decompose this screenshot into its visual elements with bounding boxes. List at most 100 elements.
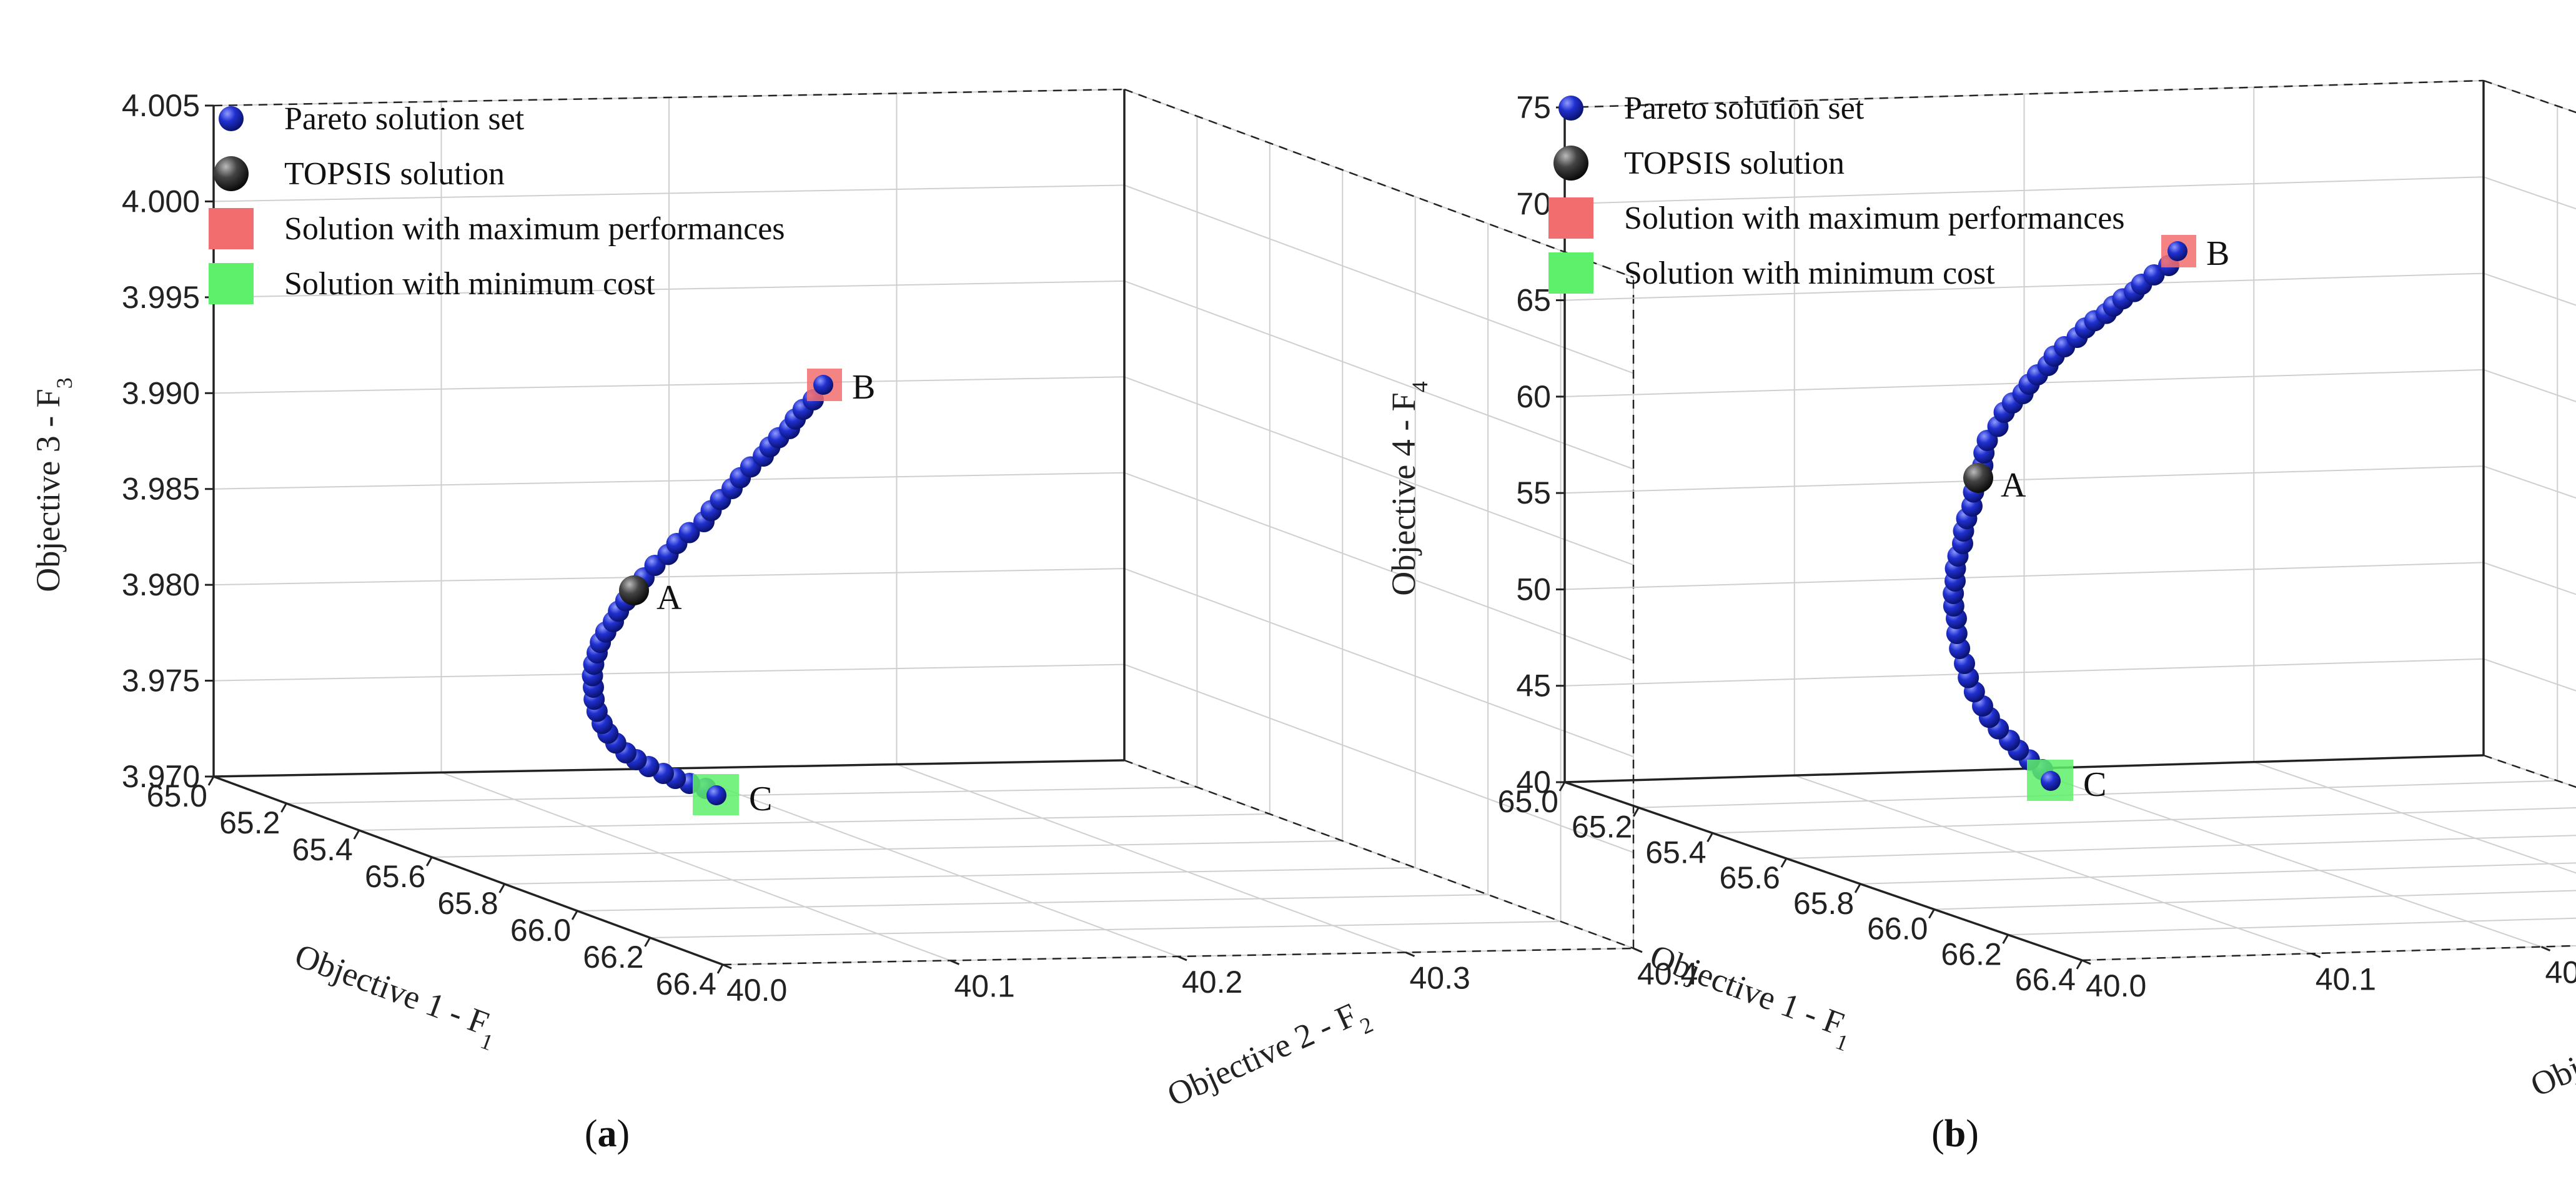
legend-max-perf-icon — [1548, 197, 1593, 239]
wall-grid-line — [2483, 272, 2576, 306]
frame-edge-dashed — [1124, 88, 1634, 279]
wall-grid-line — [2483, 562, 2576, 595]
axis-line — [213, 775, 723, 966]
point-label-b: B — [2206, 234, 2229, 273]
y-axis-label-sub: 2 — [1356, 1011, 1377, 1039]
y-tick-label: 40.2 — [2545, 955, 2576, 990]
y-axis-label: Objective 2 - F2 — [2525, 981, 2576, 1113]
legend: Pareto solution set TOPSIS solution Soluti… — [209, 101, 785, 304]
legend-label: Solution with minimum cost — [284, 266, 655, 302]
wall-grid-line — [1124, 184, 1634, 374]
x-tick-mark — [207, 776, 215, 786]
z-tick-label: 55 — [1516, 475, 1551, 510]
frame-edge-dashed — [1564, 79, 2484, 109]
frame-edge-dashed — [213, 88, 1125, 107]
pareto-point — [678, 522, 700, 544]
z-tick-label: 3.980 — [122, 567, 200, 602]
wall-grid-line — [1124, 663, 1634, 853]
wall-grid-line — [2483, 176, 2576, 210]
x-tick-mark — [1854, 883, 1861, 893]
legend-pareto-icon — [1558, 96, 1583, 121]
legend-topsis-icon — [214, 156, 249, 191]
legend-label: Solution with maximum performances — [1624, 201, 2125, 236]
y-tick-mark — [1633, 947, 1643, 953]
z-tick-label: 3.970 — [122, 759, 200, 794]
z-tick-label: 60 — [1516, 379, 1551, 414]
x-tick-label: 65.6 — [365, 859, 425, 894]
y-tick-label: 40.4 — [1637, 956, 1698, 991]
floor-grid-line — [2024, 768, 2542, 948]
x-tick-mark — [571, 910, 578, 920]
x-tick-mark — [280, 803, 287, 813]
y-tick-mark — [949, 960, 960, 965]
z-tick-label: 65 — [1516, 283, 1551, 318]
x-tick-label: 66.2 — [1941, 936, 2001, 971]
wall-grid-line — [1124, 280, 1634, 470]
z-tick-label: 3.975 — [122, 663, 200, 698]
z-axis-label-sub: 4 — [1407, 381, 1432, 392]
frame-edge-dashed — [1124, 759, 1634, 950]
caption-paren-open: ( — [1931, 1113, 1944, 1155]
y-tick-label: 40.2 — [1182, 965, 1242, 1000]
legend-min-cost-icon — [1548, 252, 1593, 294]
topsis-marker — [619, 575, 649, 605]
z-tick-label: 4.005 — [122, 88, 200, 123]
y-axis-label: Objective 2 - F2 — [1162, 991, 1377, 1123]
x-tick-mark — [1928, 908, 1935, 919]
x-tick-mark — [644, 937, 651, 947]
legend-label: Solution with maximum performances — [284, 211, 785, 247]
y-tick-label: 40.3 — [1410, 961, 1470, 996]
x-tick-mark — [498, 883, 506, 893]
z-tick-label: 70 — [1516, 186, 1551, 221]
x-tick-mark — [1632, 807, 1640, 817]
x-tick-mark — [2002, 934, 2009, 945]
y-tick-label: 40.0 — [726, 973, 787, 1008]
legend-label: Pareto solution set — [284, 101, 525, 137]
z-tick-label: 3.985 — [122, 472, 200, 507]
legend-pareto-icon — [219, 106, 244, 131]
floor-grid-line — [1934, 890, 2576, 910]
y-tick-label: 40.1 — [954, 969, 1015, 1004]
pareto-point — [2041, 771, 2061, 791]
caption-letter: a — [598, 1113, 617, 1155]
x-tick-mark — [1707, 832, 1713, 843]
x-tick-mark — [1558, 782, 1566, 792]
floor-grid-line — [1860, 862, 2576, 885]
x-tick-label: 65.0 — [147, 778, 207, 813]
legend-label: TOPSIS solution — [284, 156, 505, 192]
floor-grid-line — [1794, 775, 2312, 955]
y-tick-label: 40.0 — [2086, 968, 2146, 1003]
panel-caption: (a) — [585, 1113, 630, 1155]
z-tick-label: 3.995 — [122, 280, 200, 315]
x-tick-mark — [353, 830, 360, 840]
point-label-a: A — [2001, 466, 2026, 505]
x-tick-label: 65.2 — [219, 805, 280, 840]
floor-grid-line — [2081, 945, 2576, 961]
z-tick-label: 45 — [1516, 668, 1551, 703]
x-axis-label-sub: 1 — [477, 1028, 497, 1056]
x-axis-label: Objective 1 - F1 — [287, 936, 504, 1055]
y-tick-mark — [2311, 952, 2321, 958]
panel-caption: (b) — [1931, 1113, 1979, 1155]
frame-edge-dashed — [2081, 945, 2576, 961]
x-tick-label: 66.2 — [583, 940, 643, 975]
x-tick-label: 66.4 — [2015, 962, 2076, 997]
legend-label: Solution with minimum cost — [1624, 256, 1995, 291]
pareto-point — [813, 375, 833, 395]
x-tick-mark — [1780, 858, 1788, 868]
x-tick-label: 66.0 — [510, 913, 571, 948]
floor-grid-line — [1786, 835, 2576, 860]
chart-panel-b: 40 45 50 55 60 65 70 75 65.0 65.2 65.4 65.6 65.8 66.0… — [1385, 79, 2576, 1155]
wall-grid-line — [1124, 472, 1634, 662]
z-axis-label-sub: 3 — [52, 377, 77, 389]
y-tick-label: 40.1 — [2316, 961, 2376, 996]
x-tick-label: 66.0 — [1867, 911, 1928, 946]
point-label-b: B — [852, 368, 875, 407]
legend-label: Pareto solution set — [1624, 91, 1865, 126]
y-tick-mark — [2540, 946, 2551, 951]
legend-max-perf-icon — [209, 208, 254, 249]
x-tick-mark — [425, 857, 433, 867]
pareto-point — [706, 785, 726, 805]
point-label-c: C — [2083, 765, 2106, 804]
